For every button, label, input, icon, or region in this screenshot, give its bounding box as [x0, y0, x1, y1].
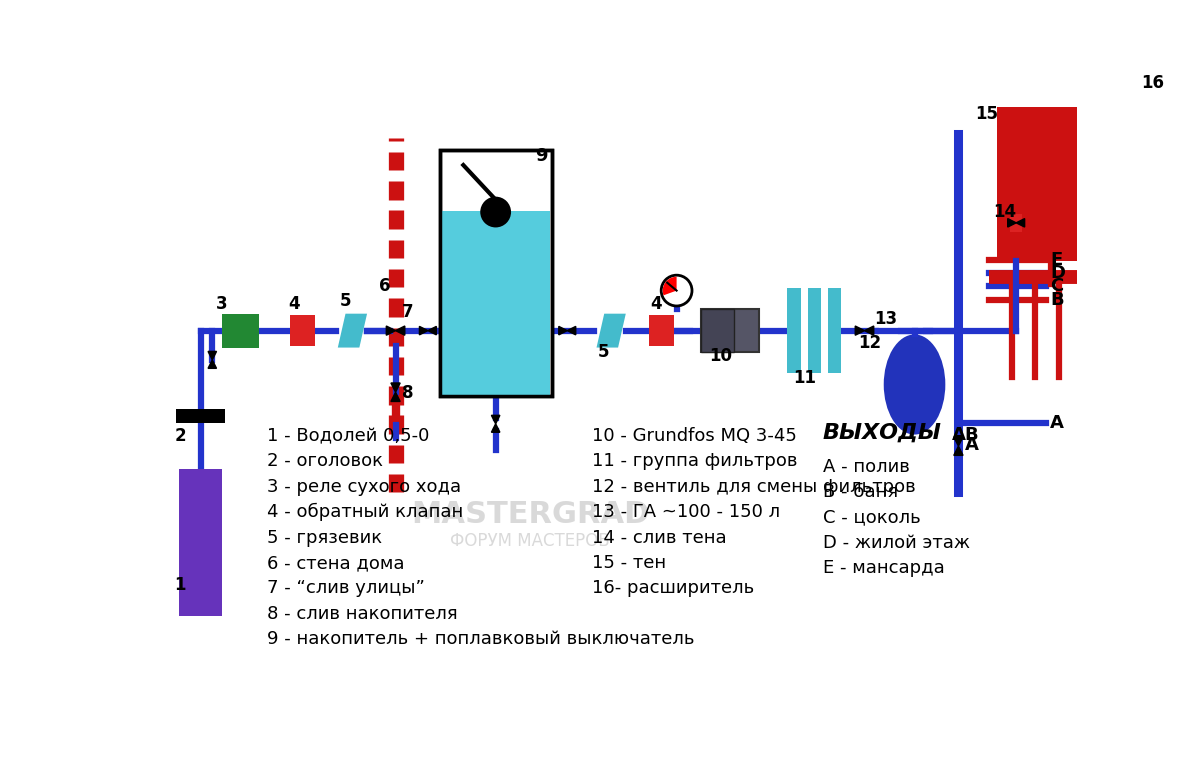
Text: D - жилой этаж: D - жилой этаж [823, 534, 970, 552]
Text: 5: 5 [340, 292, 350, 310]
Text: 3: 3 [216, 295, 228, 313]
Polygon shape [391, 383, 400, 392]
Text: 8 - слив накопителя: 8 - слив накопителя [266, 604, 457, 623]
Polygon shape [559, 326, 568, 335]
Bar [290, 316, 314, 346]
Bar [997, 107, 1081, 261]
Bar [179, 470, 222, 616]
Text: 6: 6 [379, 277, 390, 295]
Text: D: D [1050, 264, 1066, 282]
Text: 10: 10 [709, 348, 732, 365]
Polygon shape [856, 326, 864, 336]
Text: 9 - накопитель + поплавковый выключатель: 9 - накопитель + поплавковый выключатель [266, 630, 695, 648]
Text: 3 - реле сухого хода: 3 - реле сухого хода [266, 478, 461, 496]
Circle shape [480, 197, 511, 228]
Polygon shape [396, 326, 404, 336]
Text: 12: 12 [858, 333, 882, 352]
Text: 4 - обратный клапан: 4 - обратный клапан [266, 503, 463, 522]
Polygon shape [338, 314, 367, 348]
Text: 1 - Водолей 0,5-0: 1 - Водолей 0,5-0 [266, 427, 430, 445]
Bar [176, 409, 226, 423]
Polygon shape [568, 326, 576, 335]
Polygon shape [954, 437, 964, 446]
Text: ВЫХОДЫ: ВЫХОДЫ [823, 423, 942, 443]
Text: 2: 2 [174, 427, 186, 445]
Wedge shape [662, 277, 677, 296]
Text: 8: 8 [402, 385, 413, 402]
Bar [808, 288, 821, 373]
Text: 7 - “слив улицы”: 7 - “слив улицы” [266, 579, 425, 597]
Polygon shape [208, 360, 216, 368]
Text: В - баня: В - баня [823, 483, 898, 501]
Text: A: A [1050, 414, 1064, 432]
Polygon shape [492, 415, 500, 424]
Circle shape [1099, 159, 1133, 194]
Text: С - цоколь: С - цоколь [823, 509, 920, 526]
Bar [649, 316, 673, 346]
Text: C: C [1050, 277, 1063, 295]
Text: 2 - оголовок: 2 - оголовок [266, 452, 383, 470]
Polygon shape [208, 352, 216, 360]
Text: 5: 5 [598, 343, 610, 361]
Wedge shape [1100, 161, 1116, 182]
Text: E - мансарда: E - мансарда [823, 559, 944, 578]
Bar [442, 211, 551, 394]
Ellipse shape [883, 335, 946, 434]
Text: 6 - стена дома: 6 - стена дома [266, 554, 404, 572]
Text: B: B [1050, 291, 1063, 309]
Text: 15 - тен: 15 - тен [592, 554, 666, 572]
Text: 13 - ГА ~100 - 150 л: 13 - ГА ~100 - 150 л [592, 503, 780, 521]
Text: MASTERGRAD: MASTERGRAD [412, 500, 649, 529]
Bar [440, 149, 552, 396]
Text: 13: 13 [875, 310, 898, 329]
Polygon shape [1016, 218, 1025, 227]
Text: 14 - слив тена: 14 - слив тена [592, 529, 726, 546]
Text: 14: 14 [994, 203, 1016, 221]
Polygon shape [596, 314, 625, 348]
Polygon shape [386, 326, 396, 336]
Text: 16: 16 [1141, 74, 1165, 92]
Ellipse shape [1100, 100, 1154, 177]
Polygon shape [428, 326, 437, 335]
Polygon shape [492, 424, 500, 432]
Text: 5 - грязевик: 5 - грязевик [266, 529, 382, 546]
Polygon shape [1008, 218, 1016, 227]
Bar [828, 288, 841, 373]
Bar [1010, 214, 1022, 232]
Text: B: B [965, 426, 978, 444]
Bar [222, 314, 259, 348]
Polygon shape [954, 446, 964, 455]
Text: A: A [953, 426, 966, 444]
Text: 16- расширитель: 16- расширитель [592, 579, 754, 597]
Text: 15: 15 [976, 105, 998, 123]
Polygon shape [420, 326, 428, 335]
Polygon shape [391, 392, 400, 401]
Text: 4: 4 [650, 295, 662, 313]
Text: 4: 4 [288, 295, 300, 313]
Text: 9: 9 [535, 147, 547, 165]
Bar [787, 288, 802, 373]
Polygon shape [864, 326, 874, 336]
Text: A: A [965, 436, 978, 454]
Circle shape [661, 275, 692, 306]
Bar [701, 309, 733, 352]
Text: 10 - Grundfos MQ 3-45: 10 - Grundfos MQ 3-45 [592, 427, 797, 445]
Text: 11 - группа фильтров: 11 - группа фильтров [592, 452, 798, 470]
Text: 7: 7 [402, 303, 413, 321]
Text: E: E [1050, 250, 1062, 269]
Text: ФОРУМ МАСТЕРОВ: ФОРУМ МАСТЕРОВ [450, 532, 610, 550]
Text: 1: 1 [174, 576, 186, 594]
Text: 11: 11 [793, 369, 817, 387]
Text: А - полив: А - полив [823, 457, 910, 476]
Bar [701, 309, 758, 352]
Text: 12 - вентиль для смены фильтров: 12 - вентиль для смены фильтров [592, 478, 916, 496]
Bar [440, 149, 552, 396]
